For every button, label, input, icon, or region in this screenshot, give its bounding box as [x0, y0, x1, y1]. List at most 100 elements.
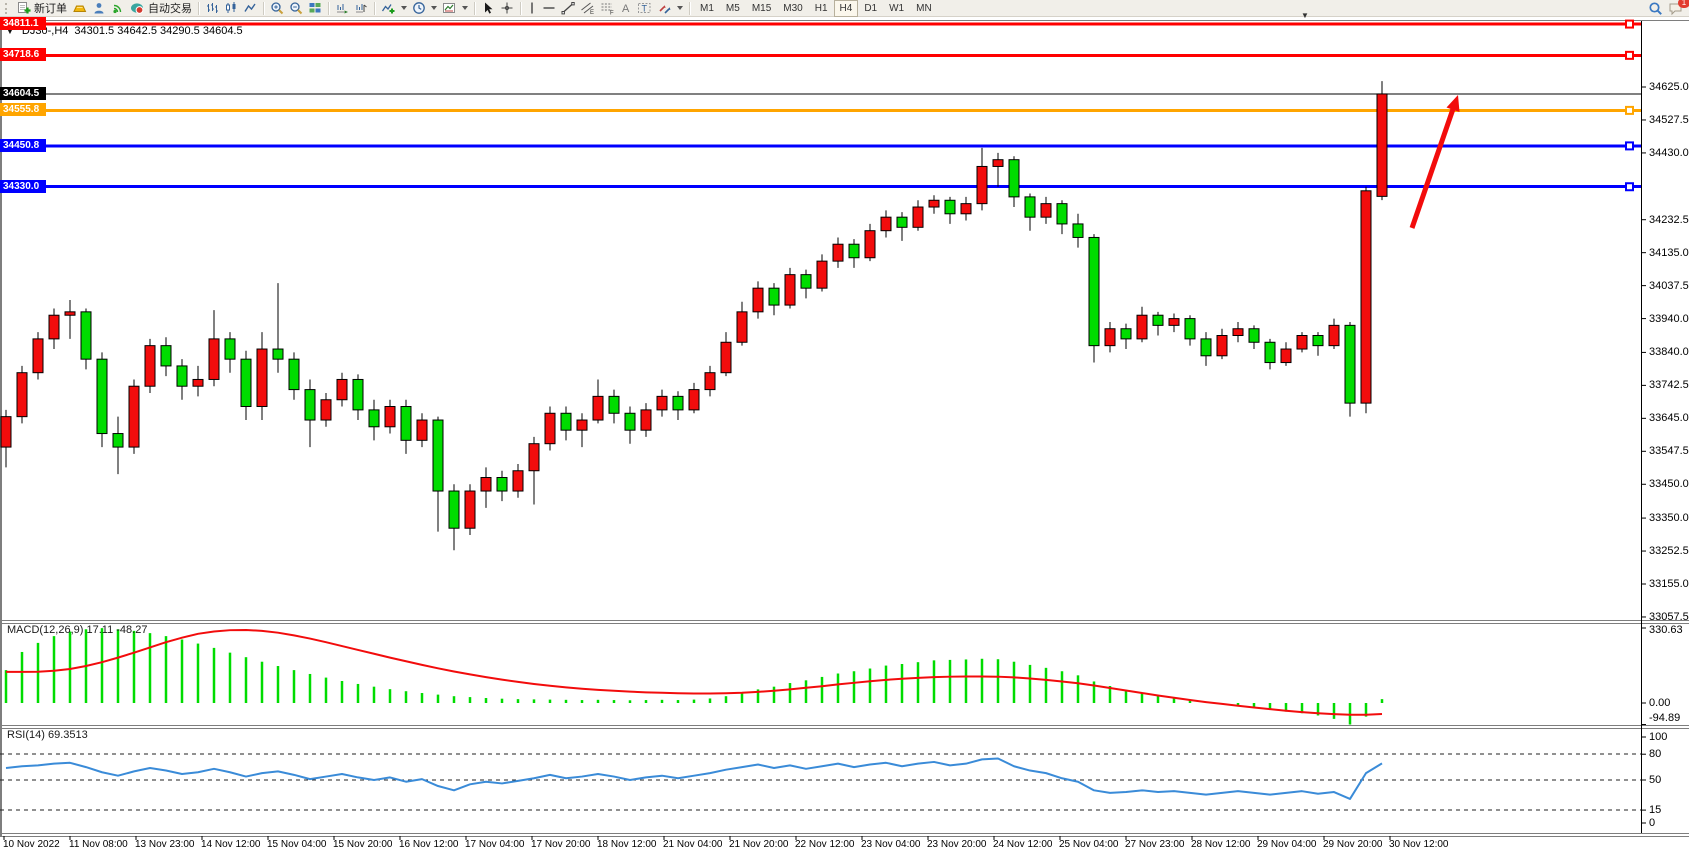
new-order-button[interactable]: 新订单 [15, 0, 69, 16]
crosshair-button[interactable] [498, 0, 516, 16]
timeframe-button-m1[interactable]: M1 [700, 2, 714, 14]
candle-body [528, 443, 540, 472]
indicators-button[interactable] [379, 0, 409, 16]
candle-body [448, 490, 460, 529]
dropdown-arrow-icon [462, 6, 468, 10]
candle-body [1312, 335, 1324, 347]
timeframe-button-mn[interactable]: MN [916, 2, 932, 14]
bar-chart-button[interactable] [203, 0, 221, 16]
ingot-button[interactable] [70, 0, 89, 16]
zoom-in-button[interactable] [268, 0, 286, 16]
line-endpoint-handle[interactable] [1625, 182, 1634, 192]
candle-body [432, 419, 444, 492]
candle-body [32, 338, 44, 374]
candle-body [256, 348, 268, 408]
candle-body [1168, 318, 1180, 326]
timeframe-button-h1[interactable]: H1 [814, 2, 828, 14]
candle-body [992, 159, 1004, 167]
auto-scroll-button[interactable] [333, 0, 351, 16]
trend-arrow-annotation[interactable] [1409, 108, 1456, 229]
candle-body [576, 419, 588, 431]
trendline-button[interactable] [559, 0, 577, 16]
candle-body [368, 409, 380, 428]
notifications-button[interactable]: 1 [1666, 0, 1689, 16]
horizontal-line-button[interactable] [540, 0, 558, 16]
macd-panel[interactable] [0, 623, 1641, 725]
candle-body [1376, 93, 1388, 197]
line-chart-button[interactable] [241, 0, 259, 16]
templates-button[interactable] [440, 0, 470, 16]
fibonacci-button[interactable]: F [598, 0, 617, 16]
chart-shift-button[interactable] [352, 0, 370, 16]
candle-body [192, 378, 204, 387]
timeframe-button-m5[interactable]: M5 [725, 2, 740, 14]
line-endpoint-handle[interactable] [1625, 50, 1634, 60]
candle-body [832, 243, 844, 262]
notification-badge: 1 [1678, 0, 1689, 8]
tile-windows-button[interactable] [306, 0, 324, 16]
clock-icon [412, 1, 426, 15]
candle-body [912, 206, 924, 228]
candle-body [656, 395, 668, 411]
candle-body [896, 216, 908, 228]
person-icon [92, 1, 106, 15]
timeframe-button-d1[interactable]: D1 [864, 2, 878, 14]
timeframe-button-h4[interactable]: H4 [833, 0, 859, 17]
candle-body [928, 199, 940, 208]
candle-body [592, 395, 604, 421]
vertical-line-button[interactable] [525, 0, 539, 16]
navigator-button[interactable] [90, 0, 108, 16]
candle-body [496, 477, 508, 492]
arrows-shapes-button[interactable] [655, 0, 685, 16]
candle-body [1360, 190, 1372, 404]
candle-body [560, 412, 572, 431]
zoom-out-button[interactable] [287, 0, 305, 16]
candle-body [1040, 203, 1052, 218]
toolbar-separator [374, 1, 375, 15]
horizontal-line-icon [542, 1, 556, 15]
search-icon [1648, 1, 1663, 16]
candle-body [80, 311, 92, 360]
candle-body [944, 199, 956, 215]
candle-body [864, 230, 876, 259]
autotrading-button[interactable]: 自动交易 [128, 0, 194, 16]
zoom-out-icon [289, 1, 303, 15]
timeframe-button-m30[interactable]: M30 [783, 2, 803, 14]
line-endpoint-handle[interactable] [1625, 19, 1634, 29]
candle-body [272, 348, 284, 360]
line-endpoint-handle[interactable] [1625, 105, 1634, 115]
line-endpoint-handle[interactable] [4, 20, 11, 28]
candle-body [352, 378, 364, 411]
text-label-button[interactable]: T [635, 0, 654, 16]
candle-body [1280, 348, 1292, 364]
text-button[interactable]: A [618, 0, 634, 16]
trend-arrow-head [1446, 95, 1460, 112]
line-endpoint-handle[interactable] [1625, 141, 1634, 151]
fibonacci-icon: F [600, 1, 615, 15]
candle-body [112, 433, 124, 448]
timeframe-button-w1[interactable]: W1 [889, 2, 905, 14]
toolbar-separator [689, 1, 690, 15]
candle-body [1216, 335, 1228, 357]
candle-body [400, 406, 412, 441]
candle-body [1200, 338, 1212, 357]
signals-button[interactable] [109, 0, 127, 16]
timeframe-button-m15[interactable]: M15 [751, 2, 772, 14]
candle-body [1008, 159, 1020, 198]
candle-body [1024, 196, 1036, 218]
candle-body [1328, 324, 1340, 347]
candle-body [608, 395, 620, 414]
candle-body [1088, 236, 1100, 347]
search-button[interactable] [1646, 0, 1665, 16]
periods-button[interactable] [410, 0, 439, 16]
macd-signal-line [6, 628, 1383, 716]
cursor-button[interactable] [479, 0, 497, 16]
text-icon: A [620, 1, 632, 15]
toolbar-separator [263, 1, 264, 15]
candlestick-chart-button[interactable] [222, 0, 240, 16]
candle-body [176, 365, 188, 387]
equidistant-channel-button[interactable]: E [578, 0, 597, 16]
candle-body [1232, 328, 1244, 337]
svg-text:T: T [642, 4, 648, 14]
